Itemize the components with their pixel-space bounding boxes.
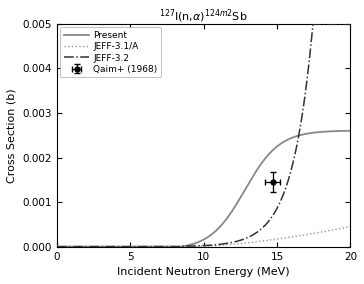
- JEFF-3.1/A: [70, 245, 74, 248]
- JEFF-3.2: [286, 179, 290, 183]
- Line: JEFF-3.2: JEFF-3.2: [57, 24, 351, 247]
- JEFF-3.1/A: [197, 245, 202, 248]
- Present: [348, 129, 353, 132]
- Line: Present: Present: [57, 131, 351, 247]
- JEFF-3.1/A: [348, 225, 353, 228]
- Present: [190, 243, 194, 246]
- Line: JEFF-3.1/A: JEFF-3.1/A: [57, 227, 351, 247]
- Title: $^{127}$I(n,$\alpha$)$^{124m2}$Sb: $^{127}$I(n,$\alpha$)$^{124m2}$Sb: [159, 7, 248, 24]
- JEFF-3.1/A: [55, 245, 59, 248]
- Present: [340, 129, 344, 133]
- X-axis label: Incident Neutron Energy (MeV): Incident Neutron Energy (MeV): [117, 267, 290, 277]
- Present: [286, 138, 290, 141]
- Present: [70, 245, 74, 248]
- Present: [55, 245, 59, 248]
- JEFF-3.2: [190, 244, 194, 248]
- JEFF-3.2: [340, 22, 344, 26]
- JEFF-3.1/A: [340, 227, 344, 230]
- JEFF-3.2: [55, 245, 59, 248]
- Present: [197, 240, 202, 243]
- Present: [340, 129, 344, 133]
- JEFF-3.2: [348, 22, 353, 26]
- JEFF-3.1/A: [190, 245, 194, 248]
- JEFF-3.1/A: [286, 236, 290, 239]
- Legend: Present, JEFF-3.1/A, JEFF-3.2, Qaim+ (1968): Present, JEFF-3.1/A, JEFF-3.2, Qaim+ (19…: [60, 28, 161, 78]
- JEFF-3.1/A: [340, 227, 344, 230]
- JEFF-3.2: [311, 22, 315, 26]
- JEFF-3.2: [340, 22, 344, 26]
- JEFF-3.2: [70, 245, 74, 248]
- JEFF-3.2: [197, 244, 202, 247]
- Y-axis label: Cross Section (b): Cross Section (b): [7, 88, 17, 183]
